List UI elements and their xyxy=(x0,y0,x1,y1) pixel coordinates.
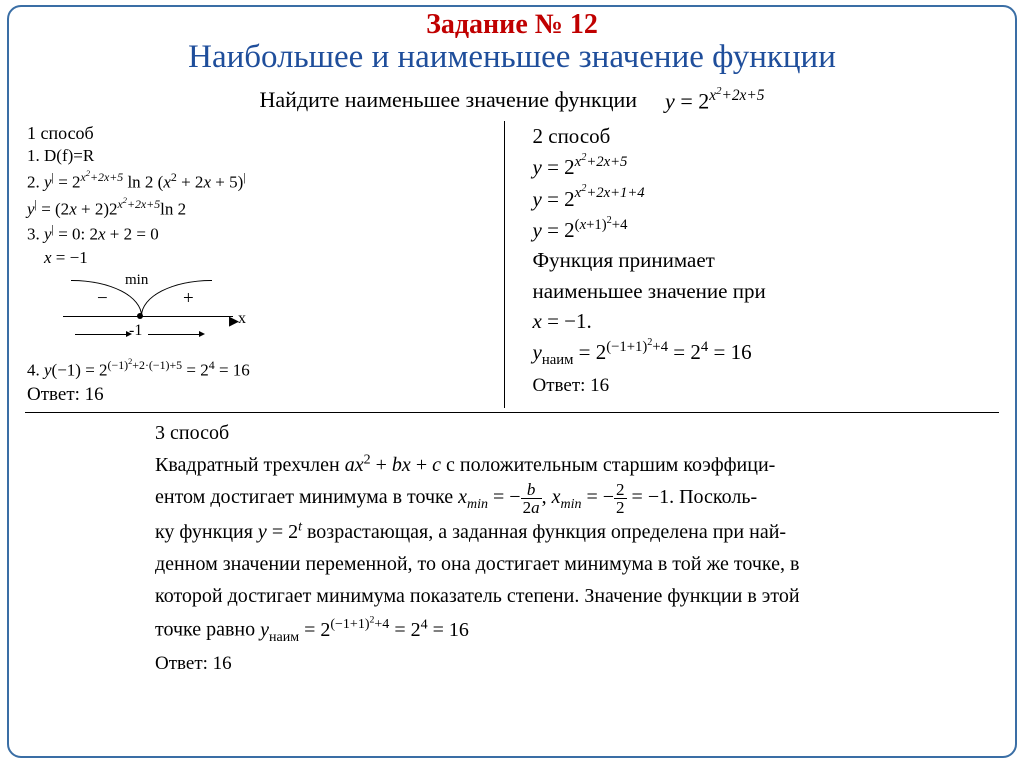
method1-label: 1 способ xyxy=(27,121,494,145)
method1-line4: 3. y| = 0: 2x + 2 = 0 xyxy=(27,221,494,247)
divider xyxy=(25,412,999,413)
method2-answer: Ответ: 16 xyxy=(533,372,1000,400)
method2-line1: y = 2x2+2x+5 xyxy=(533,151,1000,182)
method1-line1: 1. D(f)=R xyxy=(27,145,494,168)
diagram-plus: + xyxy=(183,286,194,312)
method-3: 3 способ Квадратный трехчлен ax2 + bx + … xyxy=(25,417,999,680)
m3-p2-b: . Посколь- xyxy=(669,486,757,508)
problem-prompt: Найдите наименьшее значение функции y = … xyxy=(25,85,999,114)
method2-text2: наименьшее значение при xyxy=(533,276,1000,306)
method1-answer: Ответ: 16 xyxy=(27,382,494,408)
m3-p1-b: с положительным старшим коэффици- xyxy=(441,454,775,476)
m3-p3-a: ку функция xyxy=(155,521,258,543)
method-1: 1 способ 1. D(f)=R 2. y| = 2x2+2x+5 ln 2… xyxy=(25,121,505,408)
task-number-title: Задание № 12 xyxy=(25,9,999,41)
method3-p5: которой достигает минимума показатель ст… xyxy=(155,580,959,612)
two-column-solutions: 1 способ 1. D(f)=R 2. y| = 2x2+2x+5 ln 2… xyxy=(25,121,999,408)
diagram-min-label: min xyxy=(125,270,148,290)
method2-line5: yнаим = 2(−1+1)2+4 = 24 = 16 xyxy=(533,336,1000,371)
method1-line2: 2. y| = 2x2+2x+5 ln 2 (x2 + 2x + 5)| xyxy=(27,168,494,195)
m3-p2-f2: xmin = −22 = −1 xyxy=(552,486,670,508)
slide-frame: Задание № 12 Наибольшее и наименьшее зна… xyxy=(7,5,1017,758)
diagram-minus: − xyxy=(97,286,108,312)
method2-text1: Функция принимает xyxy=(533,245,1000,275)
method3-p3: ку функция y = 2t возрастающая, а заданн… xyxy=(155,516,959,548)
method2-line2: y = 2x2+2x+1+4 xyxy=(533,183,1000,214)
m3-p3-b: возрастающая, а заданная функция определ… xyxy=(302,521,786,543)
method3-p6: точке равно yнаим = 2(−1+1)2+4 = 24 = 16 xyxy=(155,612,959,649)
main-title: Наибольшее и наименьшее значение функции xyxy=(25,39,999,75)
method3-p2: ентом достигает минимума в точке xmin = … xyxy=(155,481,959,516)
method3-p1: Квадратный трехчлен ax2 + bx + c с полож… xyxy=(155,449,959,481)
method2-label: 2 способ xyxy=(533,121,1000,151)
method1-line6: 4. y(−1) = 2(−1)2+2·(−1)+5 = 24 = 16 xyxy=(27,356,494,383)
method1-line5: x = −1 xyxy=(27,247,494,270)
method1-line3: y| = (2x + 2)2x2+2x+5ln 2 xyxy=(27,195,494,222)
prompt-text: Найдите наименьшее значение функции xyxy=(260,87,638,113)
method3-answer: Ответ: 16 xyxy=(155,649,959,679)
prompt-formula: y = 2x2+2x+5 xyxy=(665,85,764,114)
m3-p2-mid: , xyxy=(542,486,552,508)
m3-p2-a: ентом достигает минимума в точке xyxy=(155,486,458,508)
sign-diagram: min − + ▶ x -1 xyxy=(63,274,273,352)
method2-line3: y = 2(x+1)2+4 xyxy=(533,214,1000,245)
m3-p3-f: y = 2t xyxy=(258,521,302,543)
method3-label: 3 способ xyxy=(155,417,959,449)
method3-p4: денном значении переменной, то она дости… xyxy=(155,548,959,580)
m3-p1-formula: ax2 + bx + c xyxy=(345,454,441,476)
m3-p6-a: точке равно xyxy=(155,619,260,641)
m3-p6-f: yнаим = 2(−1+1)2+4 = 24 = 16 xyxy=(260,619,469,641)
method-2: 2 способ y = 2x2+2x+5 y = 2x2+2x+1+4 y =… xyxy=(505,121,1000,408)
m3-p2-f1: xmin = −b2a xyxy=(458,486,541,508)
method2-line4: x = −1. xyxy=(533,306,1000,336)
m3-p1-a: Квадратный трехчлен xyxy=(155,454,345,476)
diagram-x-label: x xyxy=(238,308,246,330)
